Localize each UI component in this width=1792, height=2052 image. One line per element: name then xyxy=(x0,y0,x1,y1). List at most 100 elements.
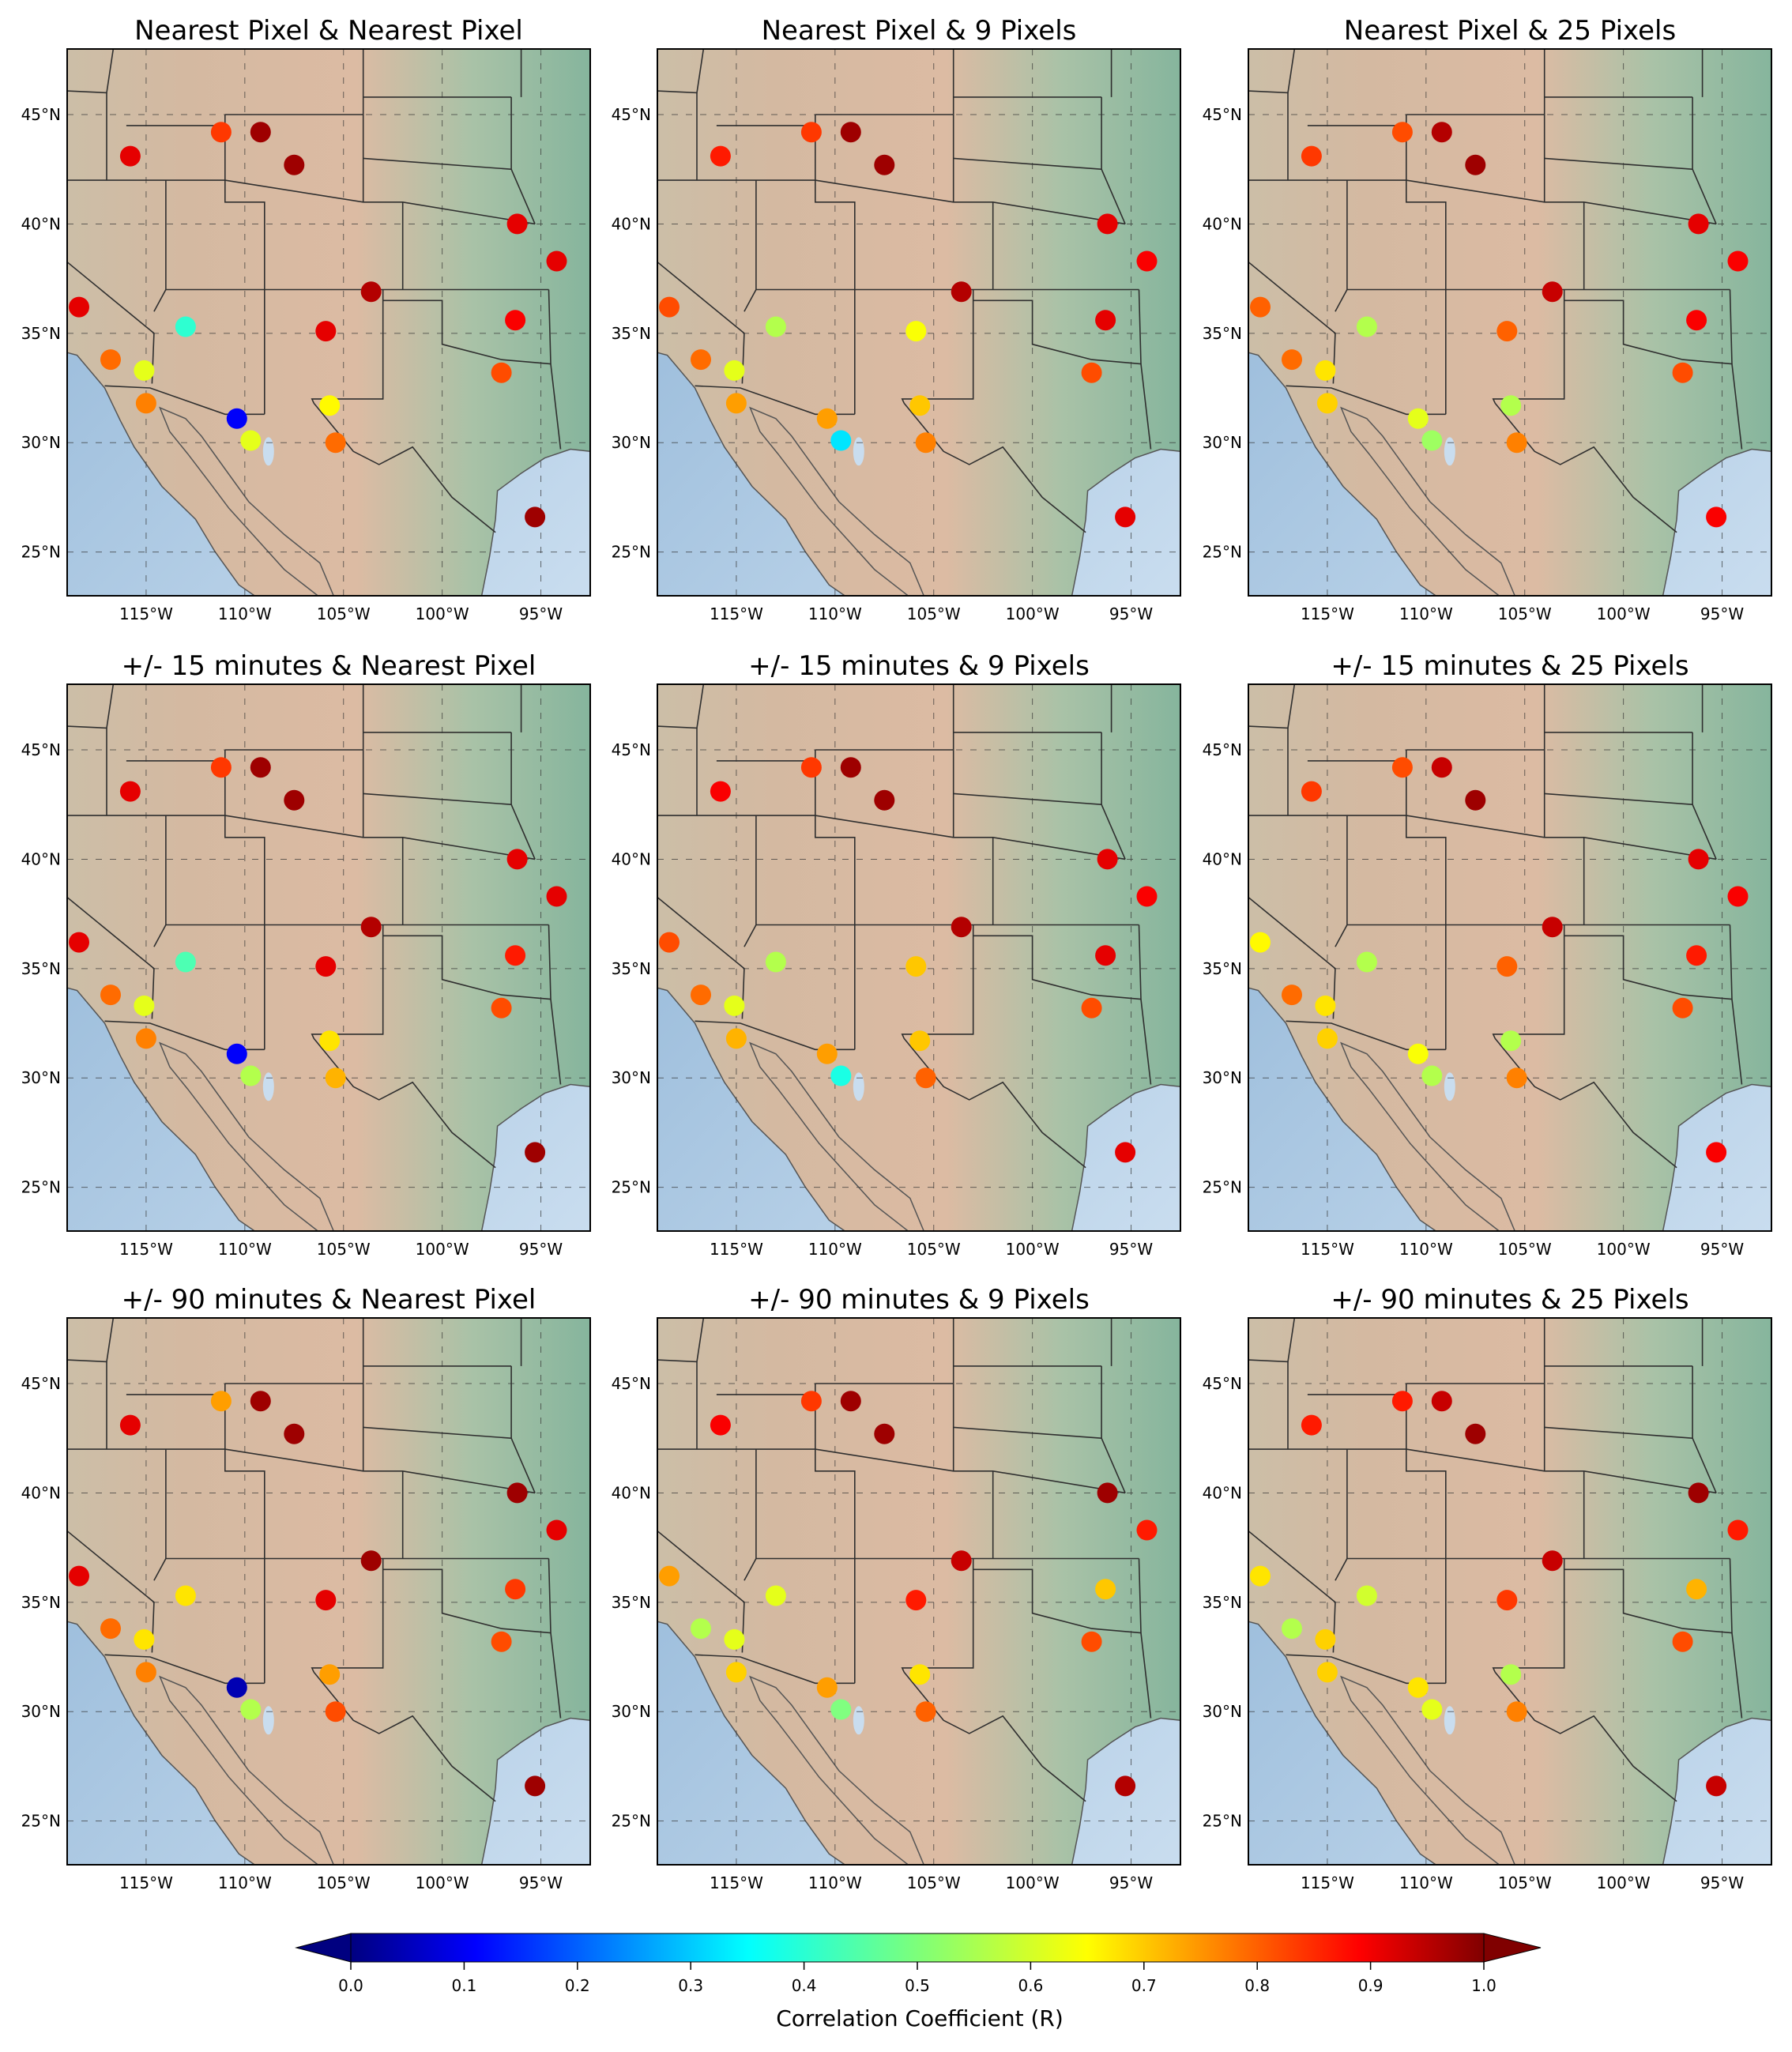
x-tick-label: 100°W xyxy=(416,1240,469,1259)
colorbar-max-extension xyxy=(1483,1933,1542,1963)
station-marker xyxy=(800,1391,822,1412)
station-marker xyxy=(1316,393,1338,414)
station-marker xyxy=(175,316,196,337)
station-marker xyxy=(135,1028,156,1049)
lake xyxy=(1444,1072,1455,1101)
station-marker xyxy=(725,1028,747,1049)
station-marker xyxy=(1431,122,1452,143)
panel-title: Nearest Pixel & 25 Pixels xyxy=(1344,15,1676,47)
station-marker xyxy=(710,1414,731,1436)
x-tick-label: 110°W xyxy=(1399,604,1453,623)
y-tick-label: 45°N xyxy=(1203,740,1242,759)
station-marker xyxy=(240,430,262,451)
y-tick-label: 35°N xyxy=(21,1593,61,1612)
station-marker xyxy=(319,1030,341,1052)
panel-title: +/- 15 minutes & 9 Pixels xyxy=(748,650,1090,682)
state-border xyxy=(1544,1426,1693,1439)
y-tick-label: 35°N xyxy=(612,324,651,343)
x-tick-label: 115°W xyxy=(710,1873,763,1892)
y-tick-label: 35°N xyxy=(1203,959,1242,978)
state-border xyxy=(1544,157,1693,170)
station-marker xyxy=(1672,997,1693,1018)
station-marker xyxy=(325,432,346,454)
station-marker xyxy=(840,1391,861,1412)
station-marker xyxy=(325,1701,346,1723)
x-tick-label: 110°W xyxy=(218,604,272,623)
x-tick-label: 110°W xyxy=(1399,1873,1453,1892)
x-tick-label: 100°W xyxy=(416,1873,469,1892)
station-marker xyxy=(100,349,121,371)
lake xyxy=(853,1072,864,1101)
y-tick-label: 30°N xyxy=(21,433,61,452)
state-border xyxy=(1101,732,1126,860)
panel-title: +/- 90 minutes & 9 Pixels xyxy=(748,1284,1090,1316)
station-marker xyxy=(1496,321,1518,342)
panel-frame xyxy=(66,683,591,1232)
station-marker xyxy=(874,1423,895,1444)
state-border xyxy=(313,1671,496,1802)
map-panel: +/- 15 minutes & 25 Pixels 115°W 110°W 105°… xyxy=(1203,650,1772,1259)
station-marker xyxy=(724,360,745,381)
station-marker xyxy=(491,997,512,1018)
state-border xyxy=(1692,1365,1717,1493)
x-tick-label: 95°W xyxy=(1109,604,1153,623)
station-marker xyxy=(1081,362,1102,383)
state-border xyxy=(548,289,562,450)
station-marker xyxy=(915,432,936,454)
state-border xyxy=(1492,924,1565,1039)
station-marker xyxy=(210,1391,232,1412)
station-marker xyxy=(1727,250,1749,272)
state-border xyxy=(224,750,265,1050)
state-border xyxy=(313,402,496,533)
panel-frame xyxy=(657,1317,1181,1866)
station-marker xyxy=(724,995,745,1016)
station-marker xyxy=(725,1662,747,1683)
state-border xyxy=(1494,1671,1677,1802)
station-marker xyxy=(830,1699,852,1720)
y-tick-label: 45°N xyxy=(1203,105,1242,124)
x-tick-label: 100°W xyxy=(1597,604,1651,623)
x-tick-label: 100°W xyxy=(416,604,469,623)
x-tick-label: 115°W xyxy=(119,1240,173,1259)
y-tick-label: 35°N xyxy=(612,1593,651,1612)
state-border xyxy=(953,793,1102,805)
station-marker xyxy=(1506,432,1527,454)
y-tick-label: 35°N xyxy=(1203,324,1242,343)
station-marker xyxy=(1356,1585,1377,1606)
station-marker xyxy=(1506,1701,1527,1723)
x-tick-label: 115°W xyxy=(710,1240,763,1259)
y-tick-label: 25°N xyxy=(21,1178,61,1197)
panel-title: +/- 15 minutes & Nearest Pixel xyxy=(122,650,536,682)
panel-frame xyxy=(1248,683,1772,1232)
state-border xyxy=(815,115,856,415)
y-tick-label: 45°N xyxy=(21,740,61,759)
station-marker xyxy=(1688,213,1709,235)
station-marker xyxy=(1496,1590,1518,1611)
station-marker xyxy=(724,1628,745,1650)
y-tick-label: 45°N xyxy=(1203,1374,1242,1393)
state-border xyxy=(1729,289,1743,450)
state-border xyxy=(363,1426,512,1439)
y-tick-label: 35°N xyxy=(612,959,651,978)
state-border xyxy=(1494,1037,1677,1169)
station-marker xyxy=(909,1030,931,1052)
y-tick-label: 25°N xyxy=(612,543,651,562)
station-marker xyxy=(1465,154,1486,175)
station-marker xyxy=(315,956,337,977)
station-marker xyxy=(325,1067,346,1089)
state-border xyxy=(1406,115,1447,415)
state-border xyxy=(903,1671,1086,1802)
station-marker xyxy=(506,849,528,870)
station-marker xyxy=(710,145,731,167)
station-marker xyxy=(830,1065,852,1086)
station-marker xyxy=(1095,1579,1116,1600)
station-marker xyxy=(100,1618,121,1640)
station-marker xyxy=(491,1631,512,1652)
state-border xyxy=(363,157,512,170)
station-marker xyxy=(1496,956,1518,977)
station-marker xyxy=(360,281,382,303)
station-marker xyxy=(1686,945,1707,966)
state-border xyxy=(901,289,974,404)
station-marker xyxy=(546,250,567,272)
x-tick-label: 95°W xyxy=(1109,1240,1153,1259)
